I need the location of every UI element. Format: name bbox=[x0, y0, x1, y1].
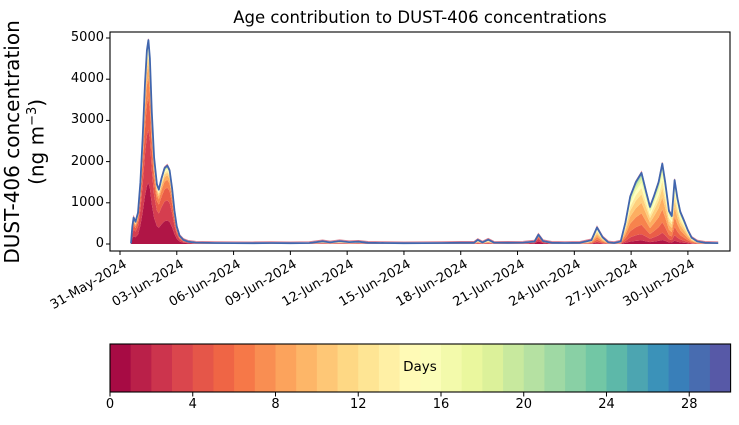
colorbar-cell bbox=[627, 344, 649, 392]
colorbar-cell bbox=[544, 344, 566, 392]
y-axis-label: DUST-406 concentration (ng m−3) bbox=[0, 0, 49, 292]
colorbar-cell bbox=[606, 344, 628, 392]
colorbar-cell bbox=[378, 344, 401, 392]
colorbar-cell bbox=[420, 344, 442, 392]
colorbar-cell bbox=[565, 344, 587, 392]
age-layer bbox=[131, 57, 719, 244]
y-tick-label: 0 bbox=[95, 236, 104, 251]
colorbar-cell bbox=[358, 344, 380, 392]
age-layer bbox=[131, 97, 719, 244]
colorbar-cell bbox=[337, 344, 359, 392]
colorbar-cell bbox=[399, 344, 421, 392]
chart-title: Age contribution to DUST-406 concentrati… bbox=[233, 8, 607, 27]
y-tick-label: 4000 bbox=[70, 71, 104, 87]
colorbar-cell bbox=[440, 344, 463, 392]
colorbar-cell bbox=[482, 344, 504, 392]
colorbar-cell bbox=[296, 344, 318, 392]
colorbar-tick-label: 28 bbox=[680, 397, 698, 412]
colorbar-cell bbox=[585, 344, 607, 392]
colorbar-tick-label: 4 bbox=[188, 397, 197, 412]
colorbar-cell bbox=[647, 344, 669, 392]
age-layer bbox=[131, 64, 719, 244]
colorbar-cell bbox=[668, 344, 690, 392]
colorbar-cell bbox=[213, 344, 235, 392]
colorbar-cell bbox=[275, 344, 297, 392]
colorbar-cell bbox=[130, 344, 152, 392]
colorbar-cell bbox=[151, 344, 173, 392]
colorbar-tick-label: 0 bbox=[105, 397, 115, 412]
y-axis-unit-post: ) bbox=[24, 98, 49, 107]
y-tick-label: 5000 bbox=[70, 30, 104, 45]
y-axis-label-line1: DUST-406 concentration bbox=[0, 20, 25, 264]
colorbar-cell bbox=[689, 344, 711, 392]
y-axis-unit-exponent: −3 bbox=[24, 106, 40, 126]
colorbar-tick-label: 20 bbox=[515, 397, 532, 412]
axes-frame bbox=[109, 31, 731, 252]
colorbar-frame bbox=[109, 343, 732, 393]
colorbar-cell bbox=[461, 344, 483, 392]
colorbar-tick-label: 16 bbox=[432, 397, 450, 412]
colorbar-tick-label: 24 bbox=[598, 397, 615, 412]
colorbar-tick-label: 12 bbox=[349, 397, 367, 412]
colorbar-cell bbox=[254, 344, 276, 392]
colorbar-cell bbox=[172, 344, 194, 392]
y-tick-label: 2000 bbox=[70, 153, 104, 169]
total-concentration-line bbox=[130, 39, 719, 245]
colorbar-cell bbox=[709, 344, 731, 392]
y-tick-label: 1000 bbox=[70, 194, 104, 210]
colorbar-cell bbox=[110, 344, 132, 392]
colorbar-cell bbox=[503, 344, 525, 392]
colorbar-cell bbox=[192, 344, 214, 392]
colorbar-cell bbox=[523, 344, 545, 392]
y-tick-label: 3000 bbox=[70, 112, 104, 128]
colorbar-label: Days bbox=[403, 359, 437, 375]
colorbar-cell bbox=[316, 344, 338, 392]
colorbar-cell bbox=[234, 344, 256, 392]
colorbar-tick-label: 8 bbox=[271, 397, 280, 412]
